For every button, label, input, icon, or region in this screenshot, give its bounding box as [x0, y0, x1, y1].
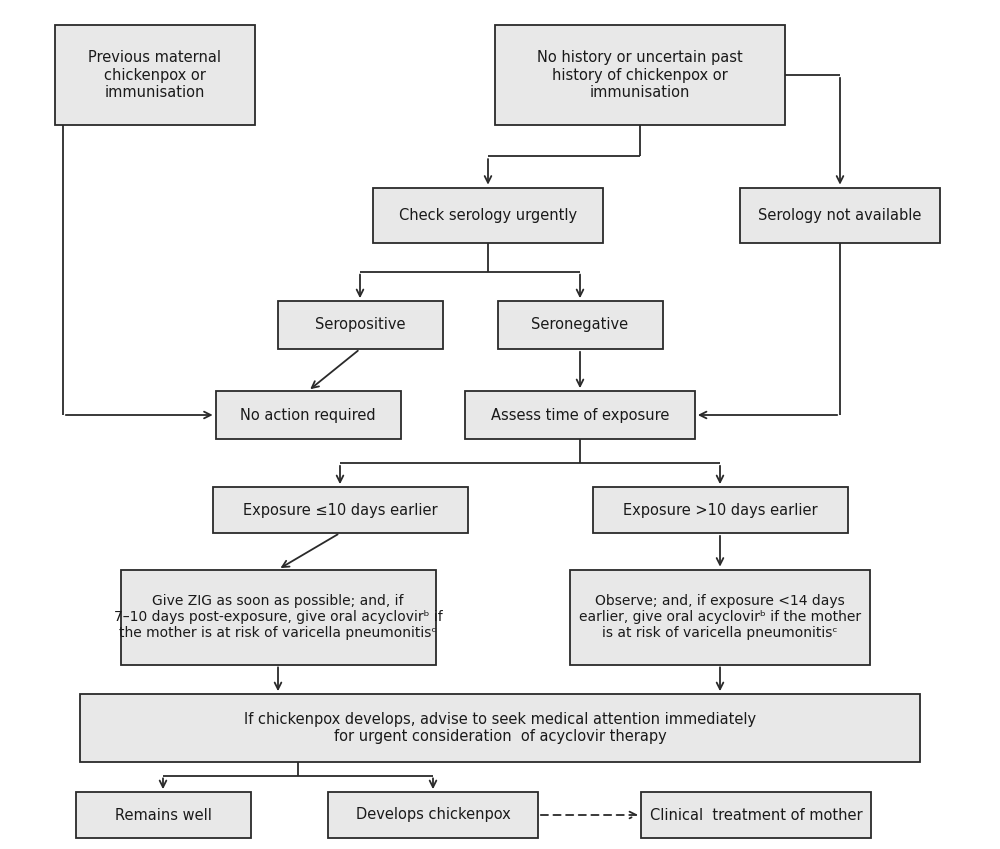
FancyBboxPatch shape	[76, 792, 250, 838]
Text: No history or uncertain past
history of chickenpox or
immunisation: No history or uncertain past history of …	[537, 50, 743, 100]
Text: Seronegative: Seronegative	[531, 318, 629, 333]
Text: Clinical  treatment of mother: Clinical treatment of mother	[650, 807, 862, 823]
Text: Assess time of exposure: Assess time of exposure	[491, 408, 669, 423]
Text: Give ZIG as soon as possible; and, if
7–10 days post-exposure, give oral acyclov: Give ZIG as soon as possible; and, if 7–…	[114, 593, 442, 640]
FancyBboxPatch shape	[592, 487, 848, 533]
FancyBboxPatch shape	[55, 25, 255, 125]
FancyBboxPatch shape	[278, 301, 442, 349]
Text: If chickenpox develops, advise to seek medical attention immediately
for urgent : If chickenpox develops, advise to seek m…	[244, 711, 756, 745]
FancyBboxPatch shape	[328, 792, 538, 838]
FancyBboxPatch shape	[212, 487, 468, 533]
FancyBboxPatch shape	[498, 301, 662, 349]
Text: Exposure >10 days earlier: Exposure >10 days earlier	[623, 503, 817, 518]
Text: Remains well: Remains well	[115, 807, 211, 823]
FancyBboxPatch shape	[373, 188, 603, 243]
Text: No action required: No action required	[240, 408, 376, 423]
Text: Seropositive: Seropositive	[315, 318, 405, 333]
FancyBboxPatch shape	[495, 25, 785, 125]
FancyBboxPatch shape	[216, 391, 400, 439]
FancyBboxPatch shape	[465, 391, 695, 439]
FancyBboxPatch shape	[120, 570, 436, 665]
Text: Serology not available: Serology not available	[758, 207, 922, 222]
Text: Check serology urgently: Check serology urgently	[399, 207, 577, 222]
FancyBboxPatch shape	[570, 570, 870, 665]
FancyBboxPatch shape	[641, 792, 871, 838]
Text: Develops chickenpox: Develops chickenpox	[356, 807, 510, 823]
Text: Observe; and, if exposure <14 days
earlier, give oral acyclovirᵇ if the mother
i: Observe; and, if exposure <14 days earli…	[579, 593, 861, 640]
FancyBboxPatch shape	[740, 188, 940, 243]
FancyBboxPatch shape	[80, 694, 920, 762]
Text: Previous maternal
chickenpox or
immunisation: Previous maternal chickenpox or immunisa…	[88, 50, 222, 100]
Text: Exposure ≤10 days earlier: Exposure ≤10 days earlier	[243, 503, 437, 518]
